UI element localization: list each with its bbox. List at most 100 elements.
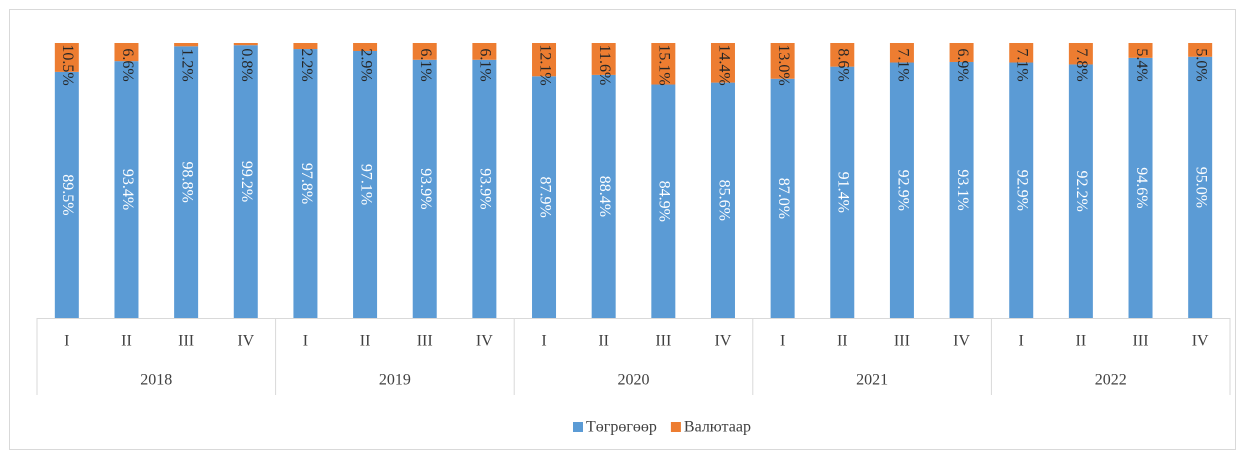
data-label: 85.6%	[715, 180, 732, 221]
bar-segment	[770, 43, 795, 79]
bar-segment	[710, 82, 735, 318]
bar-segment	[174, 43, 199, 47]
bar-segment	[651, 84, 676, 319]
x-tick-label: III	[417, 333, 433, 350]
bar-segment	[1068, 64, 1093, 318]
x-tick-label: I	[1019, 333, 1024, 350]
data-label: 84.9%	[656, 181, 673, 222]
data-label: 11.6%	[596, 45, 613, 86]
data-label: 8.6%	[835, 48, 852, 81]
bar-segment	[353, 43, 378, 51]
x-tick-label: I	[541, 333, 546, 350]
data-label: 87.9%	[536, 176, 553, 217]
legend-swatch	[670, 422, 681, 432]
data-label: 12.1%	[536, 44, 553, 85]
x-tick-label: IV	[476, 333, 493, 350]
data-label: 0.8%	[238, 48, 255, 81]
data-label: 95.0%	[1193, 167, 1210, 208]
group-label: 2021	[856, 372, 888, 389]
x-tick-label: II	[121, 333, 132, 350]
bar-segment	[353, 50, 378, 318]
data-label: 97.1%	[357, 164, 374, 205]
bar-segment	[532, 43, 557, 77]
bar-segment	[233, 45, 258, 318]
x-tick-label: I	[780, 333, 785, 350]
bar-segment	[472, 43, 497, 60]
bar-segment	[830, 66, 855, 319]
legend-label: Валютаар	[684, 419, 751, 436]
bar-segment	[949, 61, 974, 318]
x-tick-label: IV	[953, 333, 970, 350]
bar-segment	[412, 59, 437, 319]
bar-segment	[54, 43, 79, 72]
data-label: 94.6%	[1133, 167, 1150, 208]
data-label: 5.0%	[1193, 48, 1210, 81]
data-label: 6.1%	[477, 48, 494, 81]
legend-swatch	[573, 422, 583, 432]
x-tick-label: I	[64, 333, 69, 350]
data-label: 10.5%	[59, 44, 76, 85]
data-label: 6.9%	[954, 48, 971, 81]
bar-segment	[472, 59, 497, 319]
data-label: 87.0%	[775, 178, 792, 219]
bar-segment	[114, 61, 139, 319]
data-label: 92.9%	[894, 170, 911, 211]
x-tick-label: IV	[715, 333, 732, 350]
bar-segment	[1128, 43, 1153, 58]
data-label: 7.1%	[1014, 48, 1031, 81]
bar-segment	[1188, 56, 1213, 318]
x-tick-label: III	[894, 333, 910, 350]
data-label: 15.1%	[656, 44, 673, 85]
group-label: 2018	[140, 372, 172, 389]
group-label: 2022	[1095, 372, 1127, 389]
group-label: 2019	[379, 372, 411, 389]
bar-segment	[651, 43, 676, 85]
data-label: 2.9%	[357, 48, 374, 81]
bar-segment	[591, 74, 616, 319]
legend-label: Төгрөгөөр	[586, 419, 657, 436]
bar-segment	[1068, 43, 1093, 65]
data-label: 88.4%	[596, 176, 613, 217]
data-label: 93.4%	[119, 169, 136, 210]
bar-segment	[1009, 43, 1034, 63]
data-label: 99.2%	[238, 161, 255, 202]
bar-segment	[949, 43, 974, 62]
data-label: 91.4%	[835, 172, 852, 213]
x-tick-label: IV	[1192, 333, 1209, 350]
data-label: 92.9%	[1014, 170, 1031, 211]
x-tick-label: II	[360, 333, 371, 350]
bar-segment	[1009, 62, 1034, 319]
data-label: 92.2%	[1073, 171, 1090, 212]
bar-segment	[830, 43, 855, 67]
data-label: 98.8%	[178, 161, 195, 202]
x-tick-label: IV	[237, 333, 254, 350]
bar-segment	[114, 43, 139, 62]
bar-segment	[412, 43, 437, 60]
bar-segment	[233, 43, 258, 46]
data-label: 6.1%	[417, 48, 434, 81]
group-label: 2020	[618, 372, 650, 389]
data-label: 14.4%	[715, 44, 732, 85]
data-label: 7.8%	[1073, 48, 1090, 81]
data-label: 97.8%	[298, 163, 315, 204]
bar-segment	[591, 43, 616, 75]
bar-segment	[1188, 43, 1213, 57]
bar-segment	[889, 62, 914, 319]
data-label: 1.2%	[178, 48, 195, 81]
bar-segment	[889, 43, 914, 63]
bar-segment	[770, 78, 795, 318]
data-label: 93.1%	[954, 169, 971, 210]
bar-segment	[710, 43, 735, 83]
bar-segment	[1128, 57, 1153, 318]
data-label: 93.9%	[477, 168, 494, 209]
data-label: 13.0%	[775, 44, 792, 85]
data-label: 6.6%	[119, 48, 136, 81]
data-label: 2.2%	[298, 48, 315, 81]
data-label: 5.4%	[1133, 48, 1150, 81]
x-tick-label: II	[1076, 333, 1087, 350]
bar-segment	[293, 49, 318, 319]
data-label: 93.9%	[417, 168, 434, 209]
x-tick-label: I	[303, 333, 308, 350]
x-tick-label: III	[655, 333, 671, 350]
